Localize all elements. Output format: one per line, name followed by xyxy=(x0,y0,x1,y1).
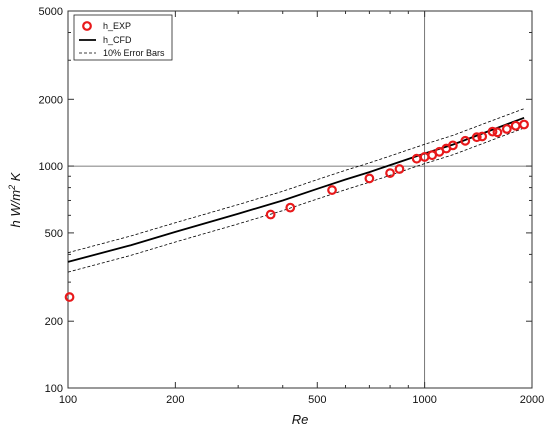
x-tick-label: 100 xyxy=(59,394,77,406)
exp-point xyxy=(477,131,488,142)
x-tick-label: 1000 xyxy=(412,394,436,406)
exp-point xyxy=(265,209,276,220)
exp-point xyxy=(64,292,75,302)
y-tick-label: 200 xyxy=(45,316,63,328)
x-tick-label: 200 xyxy=(166,394,184,406)
error-bar-line-1 xyxy=(67,108,525,254)
y-tick-label: 100 xyxy=(45,383,63,395)
y-axis-title-tail: K xyxy=(8,171,23,185)
x-axis-title: Re xyxy=(292,412,309,427)
y-axis-title: h W/m2 K xyxy=(7,171,23,227)
error-bar-line-2 xyxy=(67,127,525,273)
exp-point xyxy=(460,135,471,146)
exp-point xyxy=(447,140,458,151)
series-layer xyxy=(64,108,529,302)
legend: h_EXP h_CFD 10% Error Bars xyxy=(73,14,173,61)
exp-point xyxy=(487,126,498,137)
exp-point xyxy=(285,202,296,213)
y-tick-label: 2000 xyxy=(39,94,63,106)
y-axis-title-sup: 2 xyxy=(7,185,17,191)
x-tick-label: 500 xyxy=(308,394,326,406)
x-tick-label: 2000 xyxy=(520,394,544,406)
legend-label-cfd: h_CFD xyxy=(103,35,132,45)
exp-point xyxy=(364,173,375,184)
exp-point xyxy=(394,164,405,174)
exp-point xyxy=(519,119,529,130)
legend-label-error: 10% Error Bars xyxy=(103,48,165,58)
plot-area xyxy=(67,10,533,389)
y-axis-title-main: h W/m xyxy=(8,190,23,228)
legend-label-exp: h_EXP xyxy=(103,21,131,31)
reference-lines xyxy=(68,11,532,388)
exp-point xyxy=(327,185,337,195)
y-tick-label: 1000 xyxy=(39,161,63,173)
legend-marker-exp xyxy=(82,21,92,31)
exp-point xyxy=(385,168,395,178)
axis-ticks: 100 200 500 1000 2000 100 200 500 1000 2000 5000 xyxy=(39,6,545,406)
y-tick-label: 500 xyxy=(45,228,63,240)
exp-point xyxy=(492,127,503,138)
y-tick-label: 5000 xyxy=(39,6,63,18)
exp-point xyxy=(501,124,512,134)
cfd-line xyxy=(67,116,525,263)
exp-point xyxy=(471,132,482,143)
